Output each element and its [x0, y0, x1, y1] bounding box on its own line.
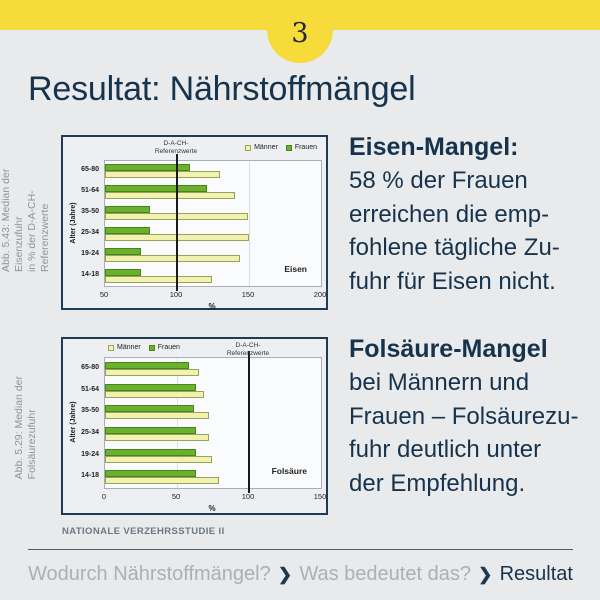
y-category-label: 35-50 [81, 208, 99, 216]
plot-area: Eisen [104, 154, 322, 291]
bar-frauen [105, 448, 196, 456]
y-category-label: 65-80 [81, 166, 99, 174]
annotation-eisen: Eisen-Mangel: 58 % der Frauen erreichen … [349, 130, 589, 298]
annotation-folsaeure-heading: Folsäure-Mangel [349, 335, 548, 363]
y-category-label: 51-64 [81, 187, 99, 195]
y-axis-title: Alter (Jahre) [70, 401, 77, 443]
y-axis-title: Alter (Jahre) [70, 201, 77, 244]
x-tick-label: 50 [171, 492, 181, 501]
page-title: Resultat: Nährstoffmängel [28, 70, 416, 108]
y-category-label: 14-18 [81, 270, 99, 278]
chart-eisen: Eisen 50 100 150 200 65-80 51-64 35-50 25-34 19-2… [61, 135, 328, 311]
bar-frauen [105, 361, 189, 369]
breadcrumb: Wodurch Nährstoffmängel? ❯ Was bedeutet … [28, 563, 573, 586]
footer-divider [28, 549, 573, 550]
y-category-label: 25-34 [81, 428, 99, 436]
figure-caption-folsaeure-text: Abb. 5.29: Median der Folsäurezufuhr [13, 376, 38, 480]
legend-item: Männer [245, 144, 278, 151]
bar-männer [105, 412, 209, 420]
bar-männer [105, 171, 221, 179]
y-category-label: 65-80 [81, 363, 99, 371]
figure-caption-folsaeure: Abb. 5.29: Median der Folsäurezufuhr [10, 354, 42, 502]
source-label: NATIONALE VERZEHRSSTUDIE II [62, 526, 225, 537]
legend-swatch-männer [245, 144, 252, 151]
figure-caption-eisen: Abb. 5.43: Median der Eisenzufuhr in % d… [0, 128, 51, 272]
bar-männer [105, 477, 219, 485]
gridline [249, 161, 250, 286]
bar-frauen [105, 206, 150, 214]
legend: Männer Frauen [245, 144, 317, 151]
legend-label: Frauen [157, 344, 180, 351]
breadcrumb-item-bedeutet[interactable]: Was bedeutet das? [299, 563, 471, 585]
bar-frauen [105, 470, 196, 478]
x-tick-label: 0 [101, 492, 107, 501]
bar-männer [105, 390, 205, 398]
bar-frauen [105, 164, 190, 172]
bar-männer [105, 275, 212, 283]
legend-swatch-männer [108, 344, 114, 351]
reference-line [176, 154, 178, 291]
bar-männer [105, 455, 212, 463]
step-number-badge: 3 [267, 0, 333, 63]
x-axis-title: % [208, 504, 216, 513]
step-number: 3 [291, 17, 309, 49]
x-tick-label: 200 [313, 290, 327, 299]
y-category-label: 51-64 [81, 385, 99, 393]
x-axis-title: % [208, 302, 216, 311]
annotation-eisen-body: 58 % der Frauen erreichen die emp- fohle… [349, 167, 560, 295]
reference-line-label: D-A-CH- Referenzwerte [154, 140, 198, 155]
legend-item: Frauen [148, 344, 180, 351]
bar-frauen [105, 185, 208, 193]
annotation-folsaeure: Folsäure-Mangel bei Männern und Frauen –… [349, 332, 589, 500]
annotation-folsaeure-body: bei Männern und Frauen – Folsäurezu- fuh… [349, 369, 579, 497]
legend-label: Männer [254, 144, 278, 151]
chevron-right-icon: ❯ [277, 564, 293, 584]
legend-swatch-frauen [148, 344, 155, 351]
bar-männer [105, 254, 241, 262]
bar-frauen [105, 383, 196, 391]
bar-frauen [105, 426, 196, 434]
legend-label: Männer [117, 344, 141, 351]
plot-area: Folsäure [104, 351, 322, 493]
reference-line [248, 351, 250, 493]
legend-item: Frauen [285, 144, 317, 151]
chart-inner-label: Eisen [284, 264, 307, 274]
x-tick-label: 100 [169, 290, 183, 299]
bar-frauen [105, 226, 150, 234]
x-tick-label: 150 [241, 290, 255, 299]
legend-label: Frauen [294, 144, 317, 151]
y-category-label: 14-18 [81, 472, 99, 480]
legend-swatch-frauen [285, 144, 292, 151]
x-tick-label: 150 [313, 492, 327, 501]
chevron-right-icon: ❯ [478, 564, 493, 584]
reference-line-label: D-A-CH- Referenzwerte [226, 342, 270, 357]
breadcrumb-item-wodurch[interactable]: Wodurch Nährstoffmängel? [28, 563, 271, 585]
chart-inner-label: Folsäure [271, 466, 307, 476]
x-tick-label: 100 [241, 492, 255, 501]
bar-frauen [105, 268, 141, 276]
bar-männer [105, 368, 199, 376]
bar-männer [105, 433, 209, 441]
bar-frauen [105, 247, 141, 255]
y-category-label: 35-50 [81, 407, 99, 415]
y-category-label: 19-24 [81, 450, 99, 458]
x-tick-label: 50 [99, 290, 109, 299]
chart-folsaeure: Folsäure 0 50 100 150 65-80 51-64 35-50 25-34 19-… [61, 337, 328, 515]
gridline [177, 358, 178, 488]
legend-item: Männer [108, 344, 141, 351]
bar-männer [105, 192, 235, 200]
y-category-label: 19-24 [81, 249, 99, 257]
breadcrumb-item-resultat[interactable]: Resultat [499, 563, 573, 585]
bar-frauen [105, 405, 195, 413]
figure-caption-eisen-text: Abb. 5.43: Median der Eisenzufuhr in % d… [0, 168, 51, 272]
legend: Männer Frauen [108, 344, 180, 351]
y-category-label: 25-34 [81, 228, 99, 236]
annotation-eisen-heading: Eisen-Mangel: [349, 133, 519, 161]
